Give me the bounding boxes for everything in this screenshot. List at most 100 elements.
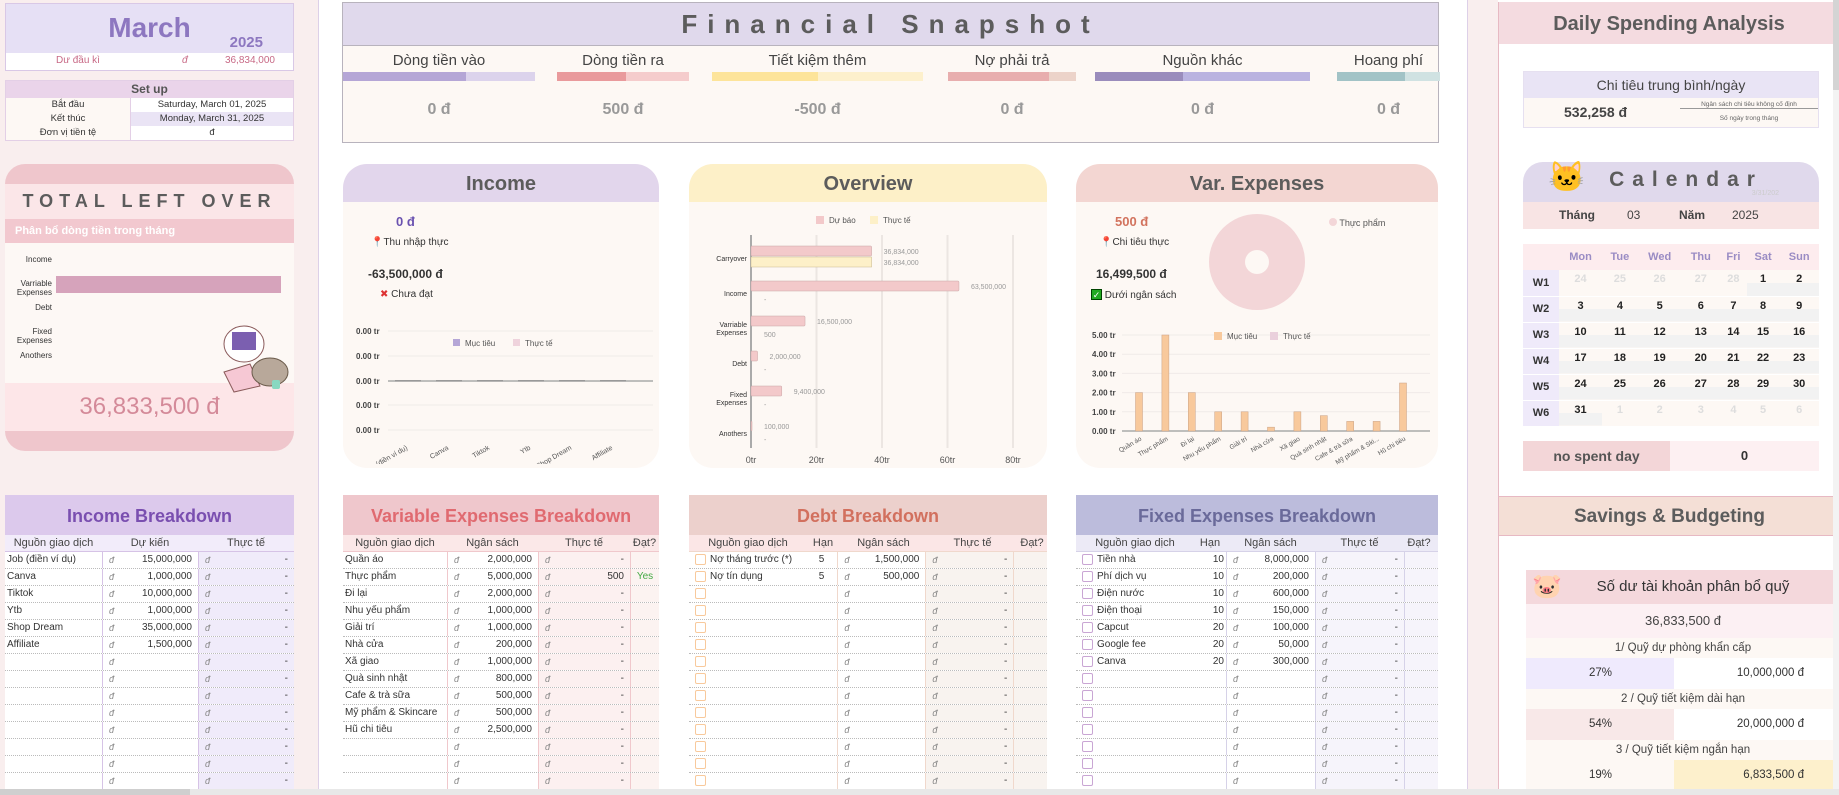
budget-cell[interactable]: đ xyxy=(837,671,926,687)
actual-cell[interactable]: đ- xyxy=(538,773,630,789)
checkbox[interactable] xyxy=(1082,656,1093,667)
due-day-cell[interactable]: 5 xyxy=(818,554,825,565)
calendar-day[interactable]: 2 xyxy=(1779,270,1819,297)
actual-cell[interactable]: đ- xyxy=(1315,671,1404,687)
actual-cell[interactable]: đ- xyxy=(198,739,294,755)
calendar-day[interactable]: 6 xyxy=(1779,400,1819,427)
budget-cell[interactable]: đ 5,000,000 xyxy=(447,569,538,585)
budget-cell[interactable]: đ xyxy=(447,756,538,772)
actual-cell[interactable]: đ- xyxy=(1315,773,1404,789)
actual-cell[interactable]: đ- xyxy=(925,688,1014,704)
actual-cell[interactable]: đ- xyxy=(1315,569,1404,585)
actual-cell[interactable]: đ- xyxy=(198,671,294,687)
source-cell[interactable]: Job (điền ví dụ) xyxy=(7,554,76,565)
budget-cell[interactable]: đ xyxy=(837,620,926,636)
calendar-day[interactable]: 6 xyxy=(1681,296,1720,323)
expected-cell[interactable]: đ xyxy=(102,671,198,687)
due-day-cell[interactable] xyxy=(806,722,838,738)
due-day-cell[interactable]: 10 xyxy=(1212,554,1224,565)
source-cell[interactable]: Xã giao xyxy=(345,656,379,667)
source-cell[interactable] xyxy=(343,756,447,772)
actual-cell[interactable]: đ- xyxy=(1315,756,1404,772)
budget-cell[interactable]: đ 500,000 xyxy=(447,705,538,721)
source-cell[interactable]: Cafe & trà sữa xyxy=(345,690,411,701)
actual-cell[interactable]: đ- xyxy=(538,705,630,721)
actual-cell[interactable]: đ- xyxy=(538,739,630,755)
due-day-cell[interactable]: 20 xyxy=(1212,622,1224,633)
calendar-day[interactable]: 10 xyxy=(1559,322,1603,349)
budget-cell[interactable]: đ xyxy=(1226,722,1315,738)
budget-cell[interactable]: đ 2,000,000 xyxy=(447,552,538,568)
checkbox[interactable] xyxy=(695,758,706,769)
checkbox[interactable] xyxy=(695,588,706,599)
checkbox[interactable] xyxy=(1082,639,1093,650)
due-day-cell[interactable] xyxy=(806,603,838,619)
due-day-cell[interactable] xyxy=(806,739,838,755)
budget-cell[interactable]: đ 150,000 xyxy=(1226,603,1315,619)
actual-cell[interactable]: đ- xyxy=(538,654,630,670)
budget-cell[interactable]: đ xyxy=(837,688,926,704)
budget-cell[interactable]: đ xyxy=(1226,705,1315,721)
calendar-day[interactable]: 7 xyxy=(1720,296,1747,323)
source-cell[interactable]: Quần áo xyxy=(345,554,384,565)
due-day-cell[interactable] xyxy=(1194,773,1226,789)
budget-cell[interactable]: đ xyxy=(837,637,926,653)
actual-cell[interactable]: đ- xyxy=(198,722,294,738)
calendar-day[interactable]: 14 xyxy=(1720,322,1747,349)
expected-cell[interactable]: đ 15,000,000 xyxy=(102,552,198,568)
source-cell[interactable]: Giải trí xyxy=(345,622,375,633)
actual-cell[interactable]: đ- xyxy=(925,569,1014,585)
calendar-day[interactable]: 26 xyxy=(1637,270,1682,297)
actual-cell[interactable]: đ- xyxy=(538,586,630,602)
calendar-day[interactable]: 26 xyxy=(1637,374,1682,401)
actual-cell[interactable]: đ- xyxy=(538,552,630,568)
calendar-day[interactable]: 24 xyxy=(1559,270,1603,297)
source-cell[interactable] xyxy=(5,722,102,738)
calendar-day[interactable]: 28 xyxy=(1720,374,1747,401)
due-day-cell[interactable]: 20 xyxy=(1212,656,1224,667)
budget-cell[interactable]: đ xyxy=(837,756,926,772)
source-cell[interactable]: Shop Dream xyxy=(7,622,64,633)
actual-cell[interactable]: đ- xyxy=(198,603,294,619)
source-cell[interactable] xyxy=(5,739,102,755)
budget-cell[interactable]: đ 8,000,000 xyxy=(1226,552,1315,568)
due-day-cell[interactable]: 10 xyxy=(1212,605,1224,616)
calendar-day[interactable]: 28 xyxy=(1720,270,1747,297)
budget-cell[interactable]: đ xyxy=(837,722,926,738)
actual-cell[interactable]: đ- xyxy=(538,603,630,619)
budget-cell[interactable]: đ 500,000 xyxy=(837,569,926,585)
end-date[interactable]: Monday, March 31, 2025 xyxy=(159,113,265,124)
actual-cell[interactable]: đ- xyxy=(925,603,1014,619)
actual-cell[interactable]: đ- xyxy=(1315,586,1404,602)
actual-cell[interactable]: đ- xyxy=(538,620,630,636)
checkbox[interactable] xyxy=(1082,741,1093,752)
calendar-day[interactable]: 9 xyxy=(1779,296,1819,323)
actual-cell[interactable]: đ- xyxy=(538,637,630,653)
actual-cell[interactable]: đ- xyxy=(1315,739,1404,755)
budget-cell[interactable]: đ 1,000,000 xyxy=(447,620,538,636)
source-cell[interactable] xyxy=(5,756,102,772)
checkbox[interactable] xyxy=(695,775,706,786)
expected-cell[interactable]: đ xyxy=(102,705,198,721)
budget-cell[interactable]: đ 500,000 xyxy=(447,688,538,704)
source-cell[interactable] xyxy=(5,688,102,704)
actual-cell[interactable]: đ 500 xyxy=(538,569,630,585)
expected-cell[interactable]: đ 10,000,000 xyxy=(102,586,198,602)
source-cell[interactable]: Nhu yếu phẩm xyxy=(345,605,411,616)
calendar-day[interactable]: 15 xyxy=(1746,322,1780,349)
actual-cell[interactable]: đ- xyxy=(925,654,1014,670)
actual-cell[interactable]: đ- xyxy=(925,739,1014,755)
budget-cell[interactable]: đ 800,000 xyxy=(447,671,538,687)
fund-amount[interactable]: 6,833,500 đ xyxy=(1674,760,1839,791)
actual-cell[interactable]: đ- xyxy=(198,773,294,789)
calendar-day[interactable]: 23 xyxy=(1779,348,1819,375)
due-day-cell[interactable] xyxy=(806,688,838,704)
checkbox[interactable] xyxy=(1082,724,1093,735)
due-day-cell[interactable] xyxy=(806,654,838,670)
budget-cell[interactable]: đ xyxy=(837,586,926,602)
calendar-day[interactable]: 5 xyxy=(1637,296,1682,323)
year-value[interactable]: 2025 xyxy=(1732,208,1759,222)
checkbox[interactable] xyxy=(695,673,706,684)
expected-cell[interactable]: đ xyxy=(102,688,198,704)
source-cell[interactable]: Thực phẩm xyxy=(345,571,397,582)
